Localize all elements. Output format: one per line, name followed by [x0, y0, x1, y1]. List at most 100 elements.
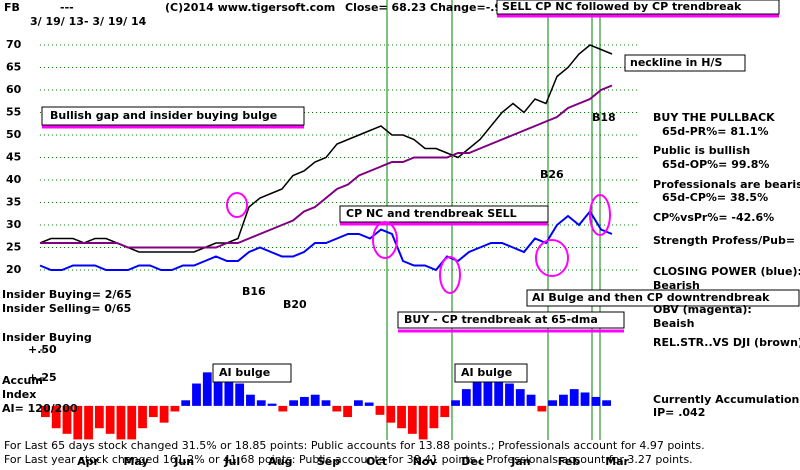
side-text: CLOSING POWER (blue): [653, 265, 800, 278]
bar [451, 400, 460, 406]
bar [181, 400, 191, 406]
bar [267, 403, 277, 406]
bar [569, 389, 579, 406]
annotation: SELL CP NC followed by CP trendbreak [502, 0, 742, 13]
bar [127, 405, 137, 440]
annotation: neckline in H/S [630, 56, 722, 69]
bar [429, 405, 439, 429]
x-tick-label: Aug [268, 455, 292, 468]
bar [246, 394, 255, 406]
insider-label: Insider Buying [2, 331, 92, 344]
bar [332, 405, 342, 412]
side-text: BUY THE PULLBACK [653, 111, 775, 124]
side-text: 65d-CP%= 38.5% [662, 191, 768, 204]
bar [300, 396, 309, 406]
annotation: BUY - CP trendbreak at 65-dma [404, 313, 598, 326]
close: Close= 68.23 [345, 1, 426, 14]
bar [418, 405, 428, 440]
bar [343, 405, 352, 418]
bar [537, 405, 547, 412]
bar [235, 383, 245, 406]
bar [94, 405, 104, 429]
dates: 3/ 19/ 13- 3/ 19/ 14 [30, 15, 147, 28]
x-tick-label: Apr [77, 455, 99, 468]
bar [526, 394, 536, 406]
side-text: Currently Accumulation [653, 393, 799, 406]
signal-label: B26 [540, 168, 564, 181]
y-tick-label: 50 [6, 128, 22, 141]
side-text: Strength Profess/Pub= .4 [653, 234, 800, 247]
side-text: Beaish [653, 317, 694, 330]
bar [41, 405, 50, 418]
bar [116, 405, 126, 440]
x-tick-label: Jul [223, 455, 240, 468]
side-text: CP%vsPr%= -42.6% [653, 211, 774, 224]
bar [310, 394, 320, 406]
signal-label: B18 [592, 111, 616, 124]
series-line [40, 84, 613, 249]
y-tick-label: 40 [6, 173, 22, 186]
side-text: Public is bullish [653, 144, 750, 157]
y-tick-label: 65 [6, 61, 21, 74]
side-text: 65d-OP%= 99.8% [662, 158, 769, 171]
bar [159, 405, 169, 423]
bar [440, 405, 450, 418]
x-tick-label: Feb [558, 455, 581, 468]
bar [148, 405, 158, 418]
bar [548, 400, 558, 406]
side-text: Bearish [653, 279, 700, 292]
annotation: Bullish gap and insider buying bulge [50, 109, 277, 122]
y-tick-label: 60 [6, 83, 22, 96]
x-tick-label: Nov [413, 455, 438, 468]
bar [213, 372, 223, 406]
footer-text: For Last 65 days stock changed 31.5% or … [4, 439, 705, 452]
bar [138, 405, 147, 429]
bar [192, 383, 201, 406]
side-text: IP= .042 [653, 406, 705, 419]
bar [321, 400, 331, 406]
symbol: FB [4, 1, 20, 14]
side-text: 65d-PR%= 81.1% [662, 125, 769, 138]
annotation: AI bulge [461, 366, 512, 379]
change: Change=-.9 [430, 1, 502, 14]
bar [224, 377, 234, 406]
bar [353, 400, 363, 406]
bar [591, 396, 601, 406]
annotation: AI Bulge and then CP downtrendbreak [532, 291, 770, 304]
bar [407, 405, 417, 434]
bar [73, 405, 83, 440]
insider-label: Insider Buying= 2/65 [2, 288, 132, 301]
y-tick-label: 45 [6, 151, 21, 164]
x-tick-label: Mar [605, 455, 629, 468]
site: (C)2014 www.tigersoft.com [165, 1, 335, 14]
bar [483, 372, 493, 406]
x-tick-label: Oct [366, 455, 387, 468]
bar [505, 383, 514, 406]
bar [375, 405, 385, 415]
bar [472, 374, 482, 406]
dash: --- [60, 1, 74, 14]
bar [289, 400, 299, 406]
x-tick-label: Sep [317, 455, 340, 468]
insider-label: Insider Selling= 0/65 [2, 302, 131, 315]
bar [84, 405, 93, 440]
side-text: REL.STR..VS DJI (brown) [653, 336, 800, 349]
series-line [39, 44, 613, 253]
annotation-boxes [41, 0, 800, 383]
signal-label: B16 [242, 285, 266, 298]
accum-label: Index [2, 388, 36, 401]
x-tick-label: Jun [173, 455, 194, 468]
side-text: OBV (magenta): [653, 303, 752, 316]
bar [461, 389, 471, 406]
x-tick-label: May [123, 455, 148, 468]
y-tick-label: 30 [6, 218, 22, 231]
y-tick-label: 55 [6, 106, 21, 119]
accum-label: Accum [2, 374, 43, 387]
bar [494, 377, 504, 406]
bar [62, 405, 72, 434]
y-tick-label: 25 [6, 241, 21, 254]
bar [105, 405, 115, 434]
bar [580, 392, 590, 406]
bar [278, 405, 288, 412]
